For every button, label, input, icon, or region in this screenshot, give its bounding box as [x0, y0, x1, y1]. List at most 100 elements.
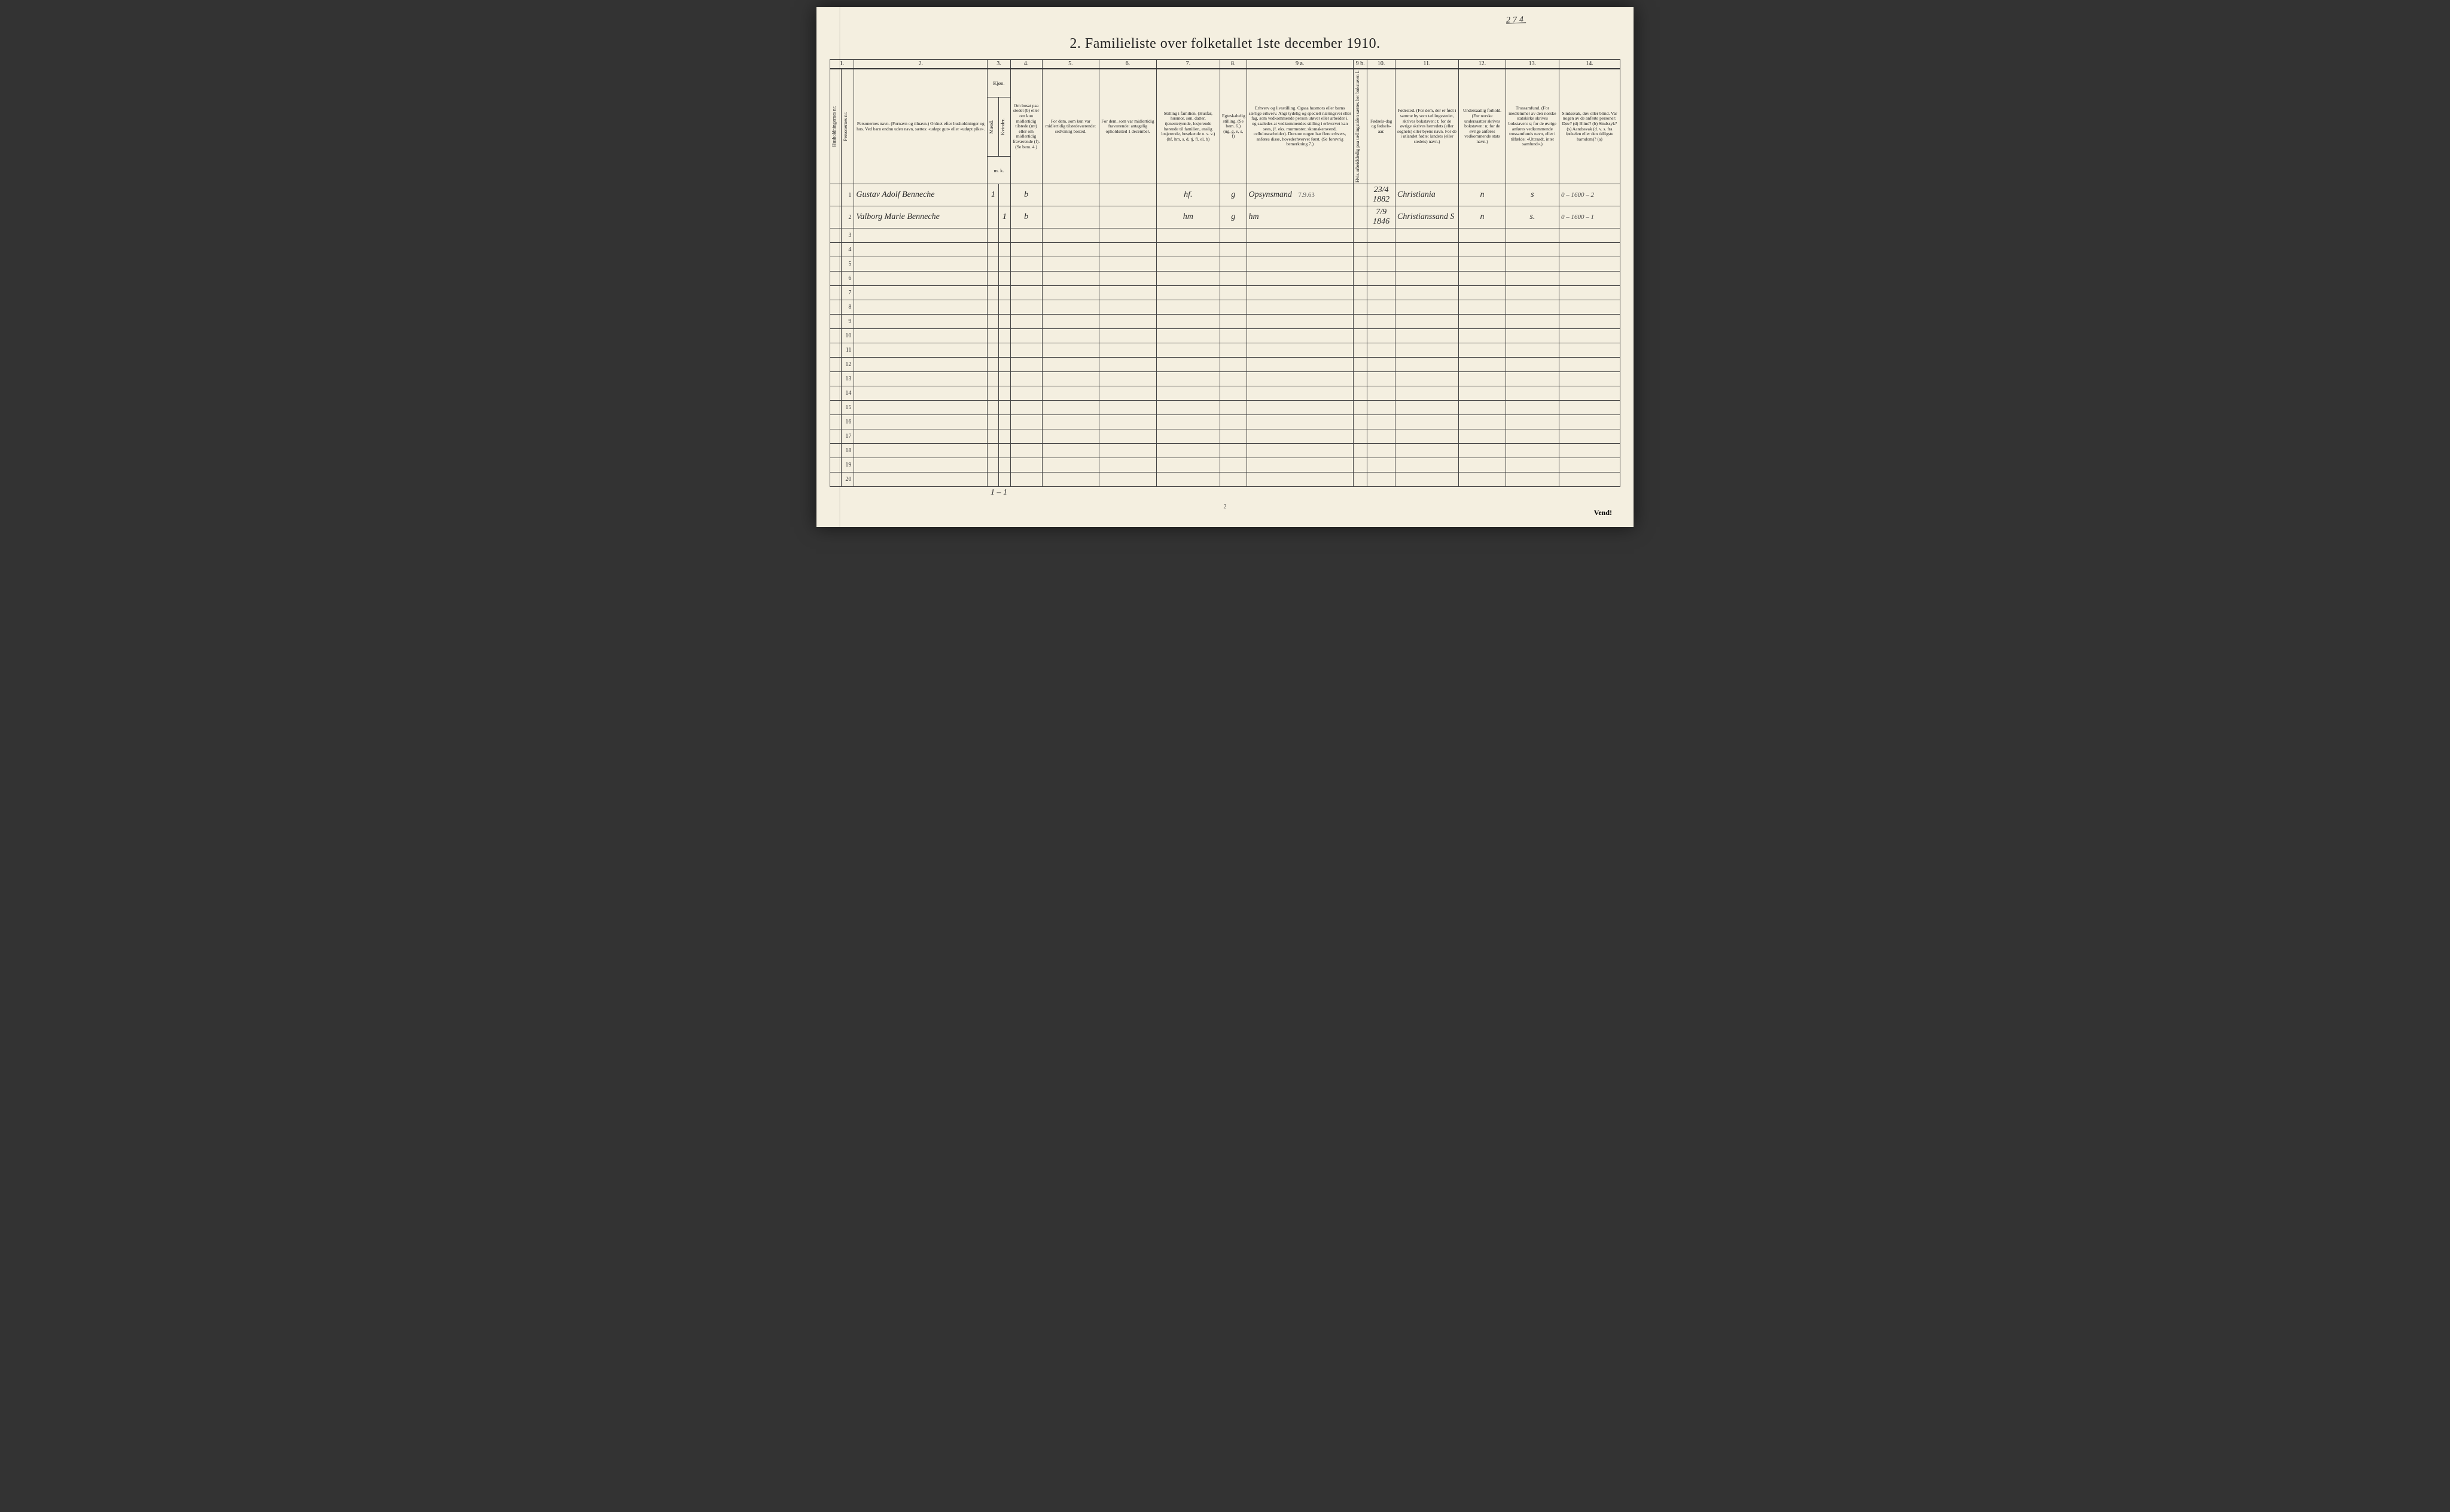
- cell-hh: [830, 372, 842, 386]
- cell-sideannot: [1559, 243, 1620, 257]
- cell-fravaer: [1099, 286, 1157, 300]
- cell-name: [854, 243, 988, 257]
- tally-cell: [1459, 487, 1506, 499]
- cell-sex-m: [988, 358, 999, 372]
- cell-stilling: [1156, 257, 1220, 272]
- cell-sex-k: [999, 415, 1010, 429]
- cell-sideannot: [1559, 300, 1620, 315]
- cell-pn: 13: [842, 372, 854, 386]
- cell-tros: [1506, 272, 1559, 286]
- table-row: 1Gustav Adolf Benneche1bhf.gOpsynsmand 7…: [830, 184, 1620, 206]
- cell-name: [854, 228, 988, 243]
- cell-pn: 19: [842, 458, 854, 472]
- cell-sex-k: [999, 329, 1010, 343]
- hdr-pn: Personernes nr.: [843, 112, 849, 141]
- hdr-9b: Hvis arbeidsledig paa tællingstiden sætt…: [1355, 71, 1361, 182]
- cell-undersaat: [1459, 358, 1506, 372]
- cell-egtesk: [1220, 444, 1247, 458]
- cell-egtesk: [1220, 315, 1247, 329]
- cell-9b: [1353, 206, 1367, 228]
- colnum-9a: 9 a.: [1247, 60, 1353, 69]
- cell-sideannot: [1559, 257, 1620, 272]
- colnum-13: 13.: [1506, 60, 1559, 69]
- table-head: 1. 2. 3. 4. 5. 6. 7. 8. 9 a. 9 b. 10. 11…: [830, 60, 1620, 184]
- cell-fravaer: [1099, 358, 1157, 372]
- cell-sex-k: [999, 386, 1010, 401]
- cell-9b: [1353, 358, 1367, 372]
- cell-bosat: [1010, 257, 1042, 272]
- cell-sideannot: [1559, 228, 1620, 243]
- cell-undersaat: [1459, 257, 1506, 272]
- cell-sex-k: [999, 401, 1010, 415]
- cell-fodsel: [1367, 372, 1395, 386]
- table-row: 6: [830, 272, 1620, 286]
- cell-stilling: [1156, 458, 1220, 472]
- cell-fodested: [1395, 243, 1459, 257]
- cell-fodested: [1395, 343, 1459, 358]
- cell-erhverv: [1247, 401, 1353, 415]
- cell-fravaer: [1099, 329, 1157, 343]
- cell-sex-k: [999, 444, 1010, 458]
- cell-erhverv: [1247, 472, 1353, 487]
- tally-cell: [1042, 487, 1099, 499]
- cell-name: [854, 472, 988, 487]
- cell-sideannot: [1559, 272, 1620, 286]
- cell-hh: [830, 300, 842, 315]
- cell-fodsel: [1367, 358, 1395, 372]
- cell-tilstede: [1042, 343, 1099, 358]
- colnum-4: 4.: [1010, 60, 1042, 69]
- cell-sex-m: [988, 386, 999, 401]
- cell-9b: [1353, 272, 1367, 286]
- colnum-14: 14.: [1559, 60, 1620, 69]
- cell-egtesk: [1220, 329, 1247, 343]
- cell-undersaat: [1459, 372, 1506, 386]
- cell-fodsel: [1367, 458, 1395, 472]
- cell-fravaer: [1099, 315, 1157, 329]
- cell-sex-m: [988, 272, 999, 286]
- cell-tilstede: [1042, 401, 1099, 415]
- colnum-8: 8.: [1220, 60, 1247, 69]
- cell-bosat: [1010, 458, 1042, 472]
- cell-fodested: [1395, 472, 1459, 487]
- cell-sex-k: [999, 315, 1010, 329]
- cell-bosat: [1010, 472, 1042, 487]
- cell-fodested: [1395, 429, 1459, 444]
- cell-tros: [1506, 358, 1559, 372]
- cell-fodested: [1395, 386, 1459, 401]
- cell-pn: 8: [842, 300, 854, 315]
- cell-bosat: [1010, 300, 1042, 315]
- hdr-fravaer: For dem, som var midlertidig fraværende:…: [1099, 69, 1157, 184]
- cell-bosat: [1010, 315, 1042, 329]
- cell-stilling: [1156, 315, 1220, 329]
- cell-erhverv: [1247, 286, 1353, 300]
- cell-sideannot: [1559, 358, 1620, 372]
- tally-cell: [1010, 487, 1042, 499]
- cell-9b: [1353, 243, 1367, 257]
- colnum-9b: 9 b.: [1353, 60, 1367, 69]
- cell-fodsel: [1367, 429, 1395, 444]
- cell-tilstede: [1042, 300, 1099, 315]
- tally-cell: [842, 487, 854, 499]
- cell-fodsel: [1367, 286, 1395, 300]
- cell-sex-m: [988, 444, 999, 458]
- cell-bosat: [1010, 243, 1042, 257]
- cell-9b: [1353, 429, 1367, 444]
- cell-sex-m: [988, 243, 999, 257]
- cell-pn: 2: [842, 206, 854, 228]
- cell-tilstede: [1042, 206, 1099, 228]
- cell-sex-m: [988, 343, 999, 358]
- cell-fodsel: [1367, 444, 1395, 458]
- cell-egtesk: [1220, 429, 1247, 444]
- cell-sex-m: [988, 329, 999, 343]
- cell-sex-k: 1: [999, 206, 1010, 228]
- cell-tilstede: [1042, 286, 1099, 300]
- cell-undersaat: [1459, 272, 1506, 286]
- cell-sideannot: [1559, 329, 1620, 343]
- cell-name: [854, 372, 988, 386]
- cell-tros: [1506, 300, 1559, 315]
- cell-egtesk: [1220, 372, 1247, 386]
- cell-sex-k: [999, 343, 1010, 358]
- cell-fravaer: [1099, 343, 1157, 358]
- cell-egtesk: [1220, 415, 1247, 429]
- cell-fodsel: [1367, 401, 1395, 415]
